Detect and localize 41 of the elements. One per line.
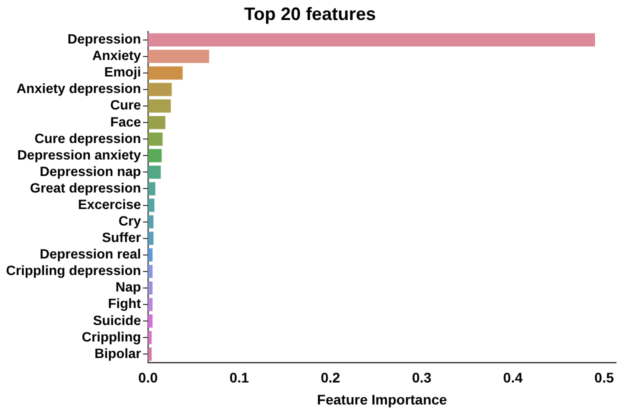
bar: [148, 82, 172, 96]
bar: [148, 116, 166, 130]
y-tick-label: Bipolar: [94, 346, 142, 361]
chart-title: Top 20 features: [244, 4, 376, 24]
y-tick-label: Emoji: [104, 64, 142, 80]
x-tick-label: 0.4: [503, 370, 523, 386]
y-tick-label: Nap: [116, 280, 142, 295]
x-tick-label: 0.2: [320, 370, 340, 386]
y-tick-label: Suicide: [93, 312, 142, 328]
y-tick-label: Depression: [67, 32, 142, 47]
x-axis-title: Feature Importance: [317, 391, 448, 408]
x-tick-label: 0.1: [230, 370, 250, 386]
bar: [148, 132, 163, 146]
bar: [148, 198, 154, 212]
y-tick-label: Suffer: [102, 230, 142, 246]
bar: [148, 215, 154, 228]
bar: [148, 33, 596, 46]
y-tick-label: Excercise: [78, 196, 142, 212]
y-tick-label: Great depression: [30, 180, 142, 196]
bar: [148, 50, 210, 64]
y-tick-label: Anxiety depression: [16, 81, 142, 96]
y-tick-label: Cure depression: [34, 130, 142, 146]
x-tick-label: 0.5: [594, 370, 614, 386]
y-tick-label: Depression anxiety: [17, 147, 142, 162]
bar: [148, 182, 156, 196]
bar: [148, 149, 162, 162]
y-tick-label: Fight: [108, 296, 142, 312]
bar: [148, 66, 183, 80]
y-tick-label: Face: [110, 114, 142, 130]
bar: [148, 232, 154, 245]
y-tick-label: Cure: [110, 98, 142, 113]
y-tick-label: Crippling depression: [6, 263, 142, 278]
y-tick-label: Depression real: [40, 246, 142, 262]
y-tick-label: Cry: [118, 214, 142, 229]
y-tick-label: Crippling: [82, 329, 142, 344]
y-tick-label: Depression nap: [40, 164, 142, 179]
bar: [148, 166, 161, 179]
x-tick-label: 0.0: [138, 370, 158, 386]
x-tick-label: 0.3: [412, 370, 432, 386]
bar: [148, 99, 171, 113]
y-tick-label: Anxiety: [92, 48, 142, 64]
